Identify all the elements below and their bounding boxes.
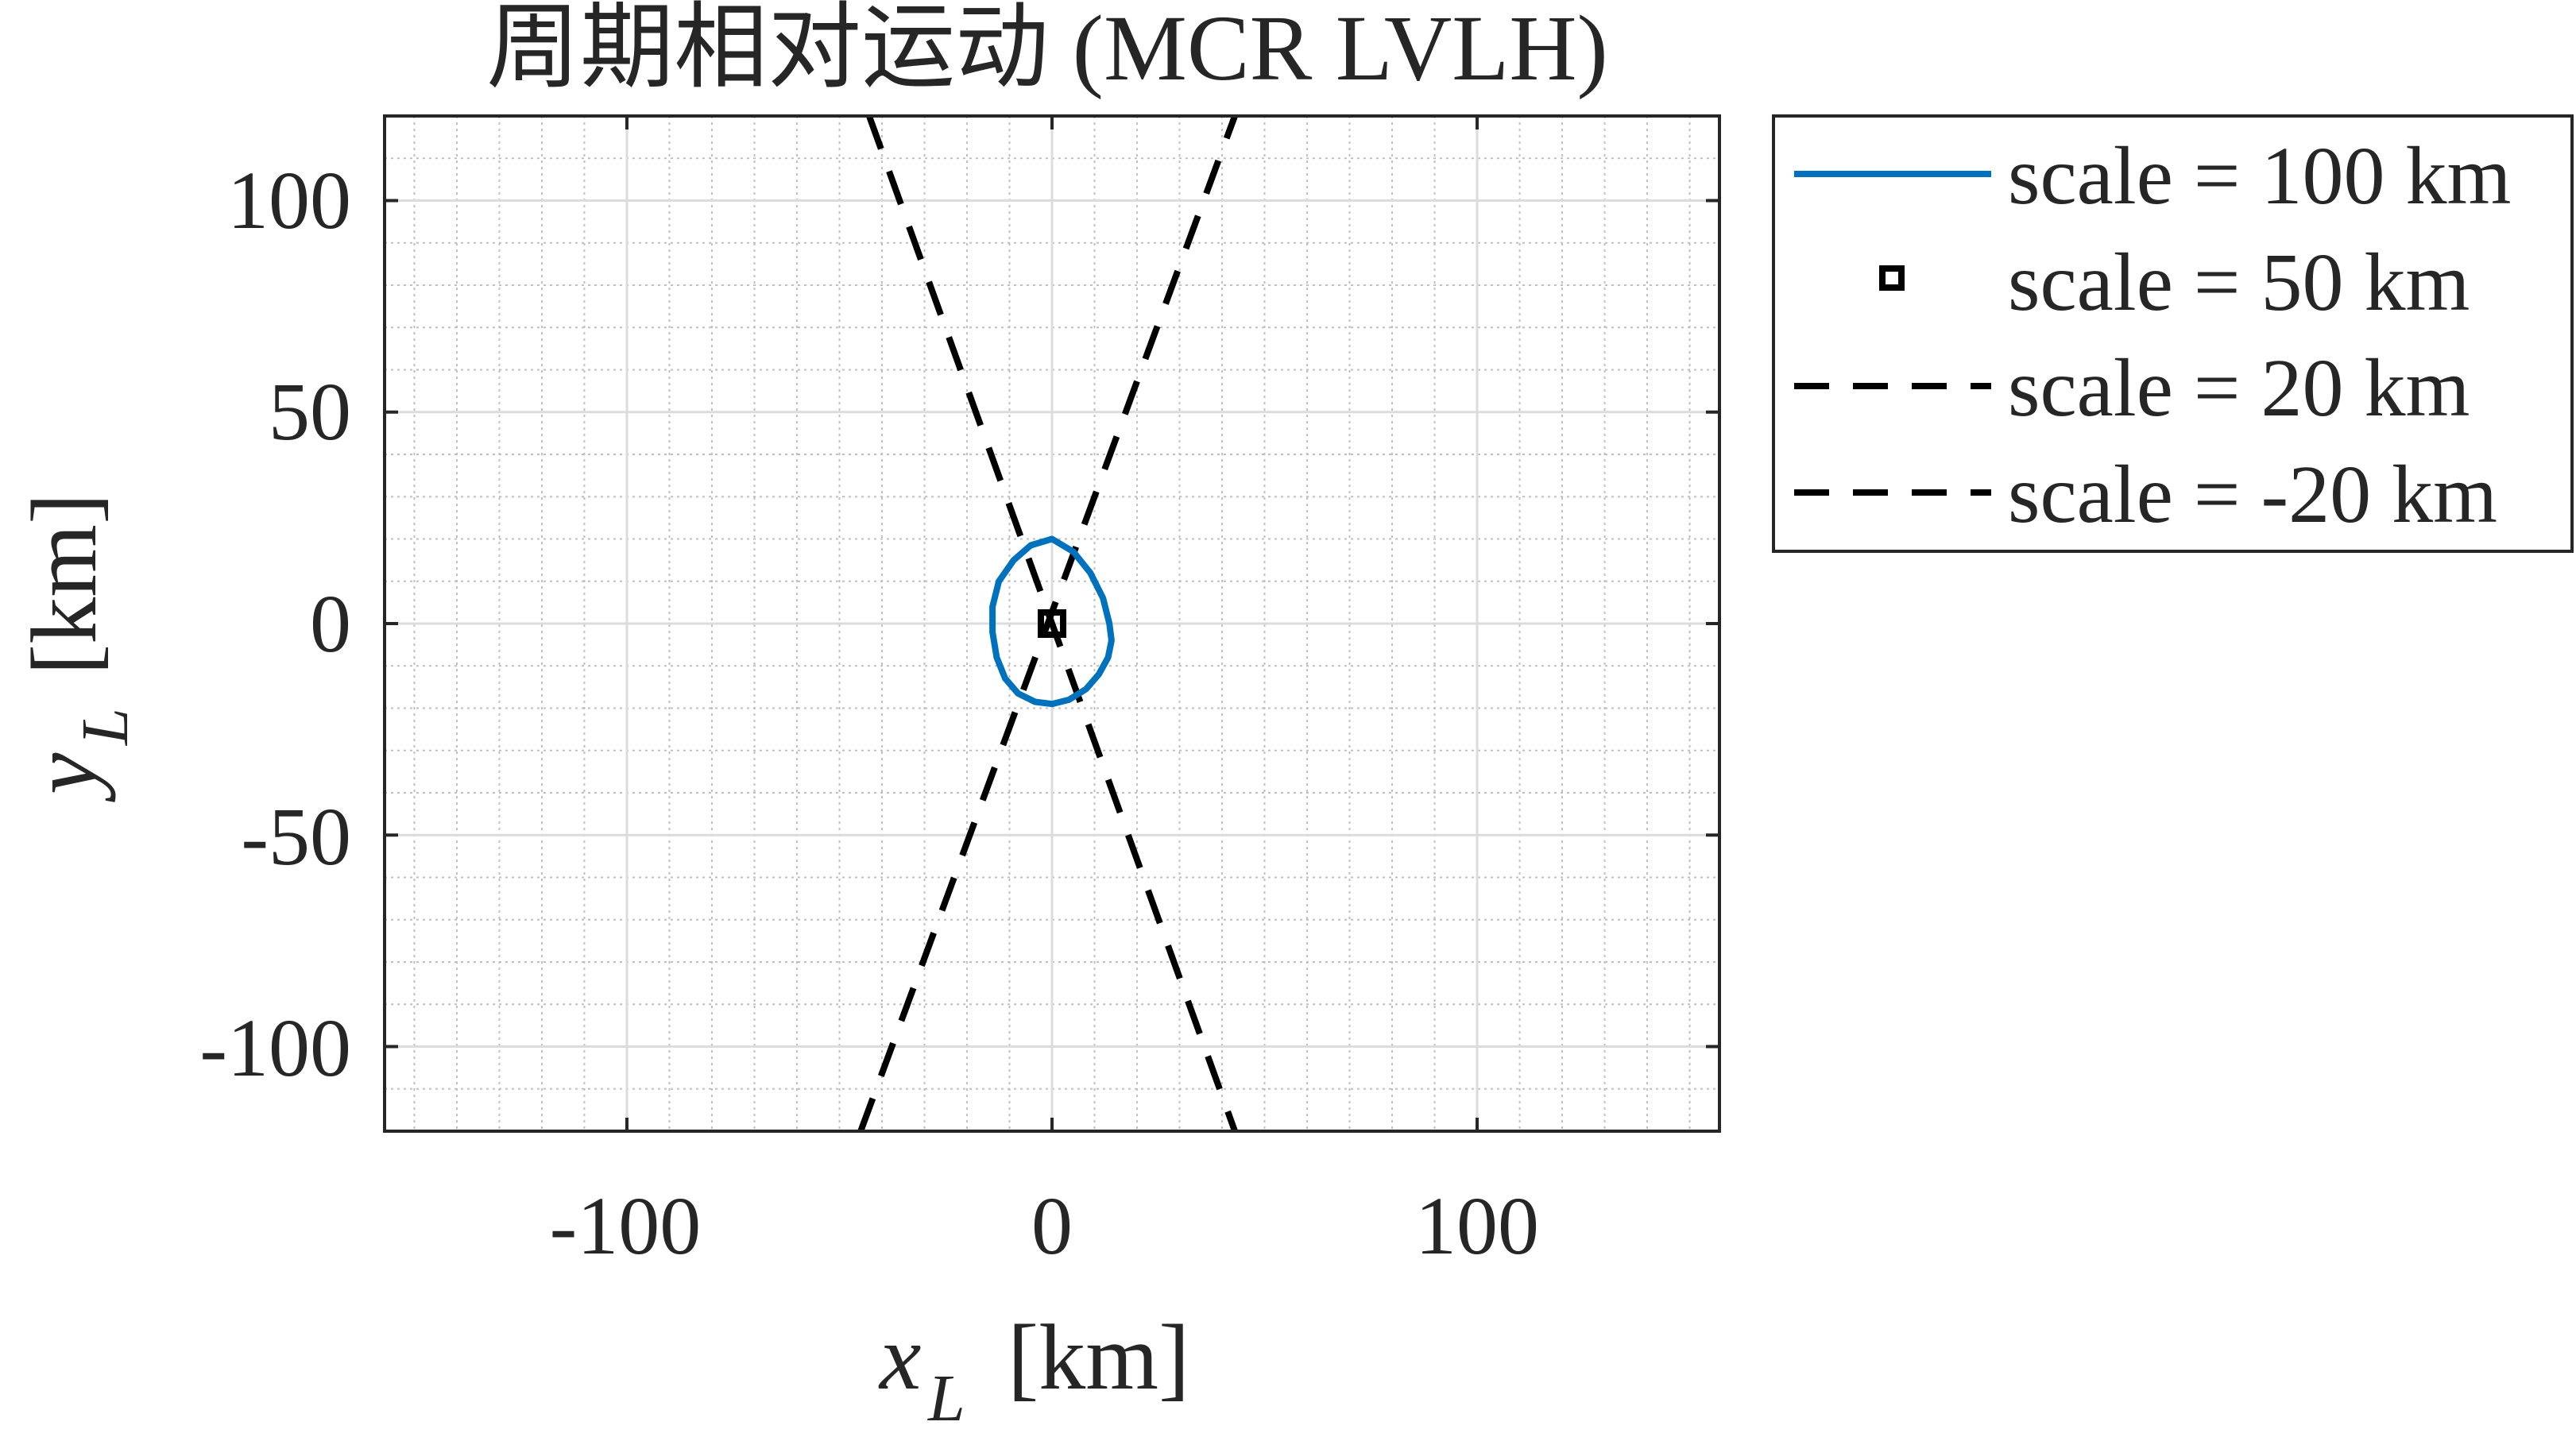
x-axis-label-sub: L — [927, 1362, 965, 1435]
series-scale-20-line — [866, 116, 1238, 1131]
legend: scale = 100 km scale = 50 km scale = 20 … — [1772, 114, 2574, 553]
legend-label-scale-neg20: scale = -20 km — [2008, 449, 2497, 540]
x-axis-label-unit: [km] — [1008, 1305, 1189, 1409]
legend-box — [1772, 114, 2574, 553]
legend-label-scale-50: scale = 50 km — [2008, 237, 2470, 328]
chart-title: 周期相对运动 (MCR LVLH) — [486, 0, 1608, 100]
y-tick-label: 100 — [227, 155, 351, 246]
y-tick-label: 0 — [310, 578, 351, 670]
x-axis-ticks — [625, 116, 1479, 1131]
legend-label-scale-100: scale = 100 km — [2008, 130, 2511, 222]
legend-sample-scale-50 — [1879, 265, 1905, 291]
series-scale-50-marker — [1038, 609, 1066, 638]
y-axis-label: y L [km] — [12, 493, 148, 802]
x-tick-label: 0 — [1031, 1180, 1073, 1272]
y-axis-ticks — [385, 199, 1719, 1049]
y-tick-label: -50 — [241, 791, 351, 883]
x-tick-label: 100 — [1415, 1180, 1539, 1272]
y-tick-label: 50 — [269, 366, 351, 458]
legend-label-scale-20: scale = 20 km — [2008, 342, 2470, 434]
x-axis-label: x L [km] — [878, 1305, 1189, 1437]
y-axis-label-unit: [km] — [12, 493, 116, 675]
series-scale-neg20-line — [857, 116, 1238, 1131]
y-axis-label-var: y — [12, 752, 116, 802]
x-axis-label-var: x — [878, 1305, 921, 1409]
y-axis-label-sub: L — [68, 708, 142, 746]
series-scale-100-line — [989, 535, 1115, 708]
y-tick-label: -100 — [199, 1002, 351, 1094]
x-tick-label: -100 — [550, 1180, 702, 1272]
